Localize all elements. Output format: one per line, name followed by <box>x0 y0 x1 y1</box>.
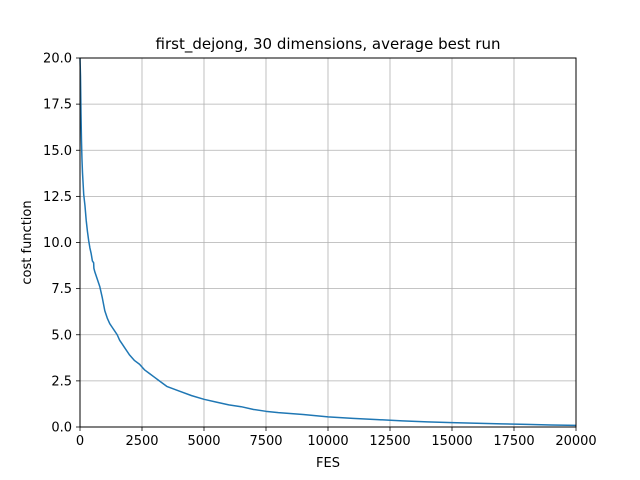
y-tick-label: 0.0 <box>51 421 72 436</box>
y-tick-label: 17.5 <box>43 98 72 113</box>
y-tick-label: 20.0 <box>43 52 72 67</box>
y-axis-title: cost function <box>20 200 35 284</box>
y-tick-label: 10.0 <box>43 236 72 251</box>
x-tick-label: 15000 <box>431 434 472 449</box>
x-tick-label: 7500 <box>249 434 282 449</box>
x-tick-label: 17500 <box>493 434 534 449</box>
x-tick-label: 20000 <box>555 434 596 449</box>
y-tick-label: 7.5 <box>51 282 72 297</box>
grid <box>79 57 577 428</box>
x-tick-label: 10000 <box>307 434 348 449</box>
series-line <box>79 57 577 427</box>
x-tick-label: 2500 <box>125 434 158 449</box>
x-tick-label: 5000 <box>187 434 220 449</box>
x-axis-title: FES <box>316 456 340 471</box>
ticks: 0 2500 5000 7500 10000 12500 15000 17500 20000 0.… <box>43 52 597 450</box>
series-layer <box>79 57 577 427</box>
chart-title: first_dejong, 30 dimensions, average bes… <box>156 35 501 54</box>
y-tick-label: 2.5 <box>51 374 72 389</box>
y-tick-label: 5.0 <box>51 328 72 343</box>
y-tick-label: 15.0 <box>43 144 72 159</box>
x-tick-label: 0 <box>76 434 84 449</box>
y-tick-label: 12.5 <box>43 190 72 205</box>
x-tick-label: 12500 <box>369 434 410 449</box>
